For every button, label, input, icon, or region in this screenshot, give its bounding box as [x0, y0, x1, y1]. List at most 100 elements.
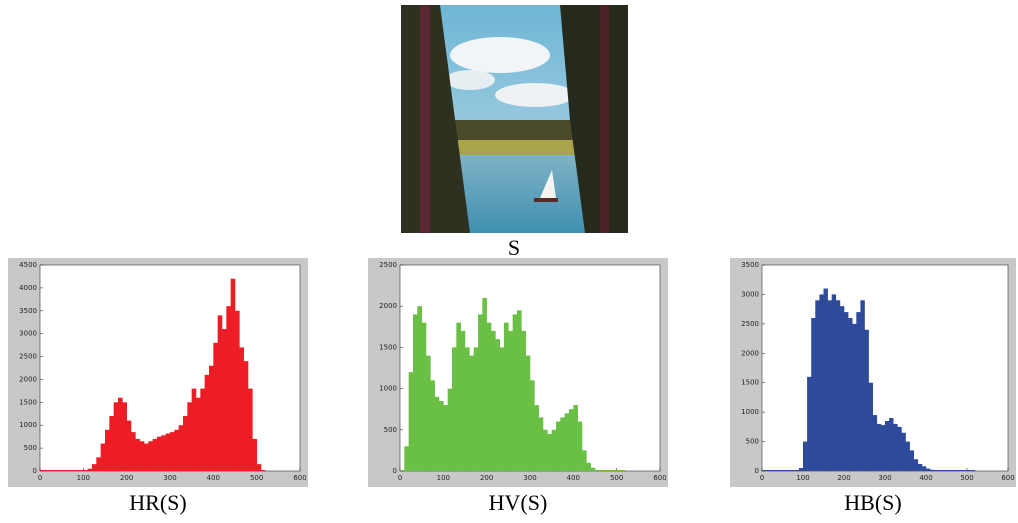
histogram-bar — [174, 429, 179, 471]
chart-caption: HR(S) — [129, 490, 186, 515]
y-tick-label: 2000 — [741, 349, 759, 357]
histogram-bar — [209, 365, 214, 471]
histogram-bar — [538, 417, 544, 471]
histogram-bar — [573, 405, 578, 471]
histogram-bar — [811, 317, 816, 471]
x-tick-label: 0 — [398, 474, 402, 482]
histogram-bar — [113, 402, 119, 471]
histogram-bar — [897, 426, 902, 471]
histogram-bar — [131, 432, 136, 471]
histogram-bar — [248, 388, 253, 471]
histogram-bar — [868, 382, 873, 471]
y-tick-label: 500 — [384, 426, 397, 434]
histogram-bar — [222, 329, 227, 471]
histogram-bar — [586, 462, 591, 471]
histogram-bar — [144, 443, 149, 471]
y-tick-label: 3500 — [19, 307, 37, 315]
x-tick-label: 500 — [960, 474, 973, 482]
histogram-bar — [447, 388, 453, 471]
y-tick-label: 500 — [24, 444, 37, 452]
histogram-bar — [495, 339, 500, 471]
histogram-bar — [577, 421, 583, 471]
histogram-bar — [852, 323, 857, 471]
histogram-bar — [83, 470, 88, 471]
histogram-bar — [443, 405, 448, 471]
x-tick-label: 100 — [77, 474, 90, 482]
x-tick-label: 300 — [878, 474, 891, 482]
histogram-bar — [196, 397, 201, 471]
histogram-panel: 0 500 1000 1500 2000 2500 0 100 200 300 400 500 600 H… — [368, 258, 668, 515]
histogram-bar — [109, 416, 114, 471]
histogram-bar — [901, 432, 906, 471]
histogram-bar — [165, 433, 171, 471]
histogram-bar — [478, 314, 483, 471]
histogram-bar — [864, 329, 869, 471]
y-tick-label: 500 — [746, 438, 759, 446]
histogram-bar — [798, 468, 804, 471]
histogram-bar — [560, 417, 565, 471]
histogram-bar — [126, 420, 132, 471]
x-tick-label: 200 — [480, 474, 493, 482]
histogram-bar — [521, 330, 526, 471]
histogram-bar — [508, 330, 513, 471]
histogram-bar — [191, 388, 197, 471]
histogram-bar — [582, 450, 587, 471]
histogram-panel: 0 500 1000 1500 2000 2500 3000 3500 0 100 200 300 40… — [730, 258, 1016, 515]
histogram-bar — [827, 300, 832, 471]
histogram-bar — [430, 380, 435, 471]
x-tick-label: 500 — [250, 474, 263, 482]
histogram-bar — [934, 470, 939, 471]
histogram-bar — [913, 459, 919, 471]
x-tick-label: 300 — [163, 474, 176, 482]
histogram-bar — [564, 413, 570, 471]
x-tick-label: 0 — [760, 474, 764, 482]
histogram-bar — [547, 433, 552, 471]
histogram-bar — [426, 355, 431, 471]
histogram-bar — [226, 306, 231, 471]
histogram-bar — [823, 288, 828, 471]
histogram-bar — [569, 409, 574, 471]
histogram-bar — [148, 441, 153, 471]
histogram-bar — [889, 418, 894, 471]
histogram-bar — [473, 347, 479, 471]
photo — [401, 5, 628, 233]
histogram-panel: 0 500 1000 1500 2000 2500 3000 3500 4000 4500 0 100… — [8, 258, 308, 515]
histogram-bar — [204, 374, 210, 471]
histogram-bar — [100, 443, 106, 471]
x-tick-label: 0 — [38, 474, 42, 482]
histogram-bar — [230, 278, 236, 471]
histogram-bar — [556, 421, 561, 471]
histogram-bar — [885, 420, 890, 471]
histogram-bar — [235, 310, 240, 471]
histogram-bar — [835, 300, 841, 471]
histogram-bar — [930, 469, 935, 471]
histogram-bar — [178, 425, 184, 471]
histogram-bar — [819, 294, 824, 471]
histogram-bar — [803, 441, 808, 471]
x-tick-label: 200 — [837, 474, 850, 482]
histogram-bar — [590, 467, 596, 471]
histogram-bar — [469, 355, 474, 471]
histogram-bar — [460, 330, 466, 471]
histogram-bar — [452, 347, 457, 471]
histogram-bar — [217, 315, 223, 471]
histogram-bar — [909, 450, 914, 471]
histogram-bar — [876, 423, 882, 471]
y-tick-label: 2500 — [379, 261, 397, 269]
y-tick-label: 2000 — [19, 375, 37, 383]
histogram-bar — [525, 355, 531, 471]
histogram-bar — [856, 312, 861, 471]
histogram-bar — [118, 397, 123, 471]
histogram-bar — [122, 402, 127, 471]
histogram-bar — [439, 400, 444, 471]
y-tick-label: 2500 — [19, 353, 37, 361]
histogram-bar — [499, 347, 505, 471]
histogram-bar — [512, 314, 518, 471]
histogram-bar — [96, 457, 101, 471]
histogram-bar — [917, 463, 923, 471]
histogram-bar — [434, 396, 440, 471]
histogram-bar — [105, 429, 110, 471]
histogram-bar — [87, 468, 93, 471]
y-tick-label: 1000 — [19, 421, 37, 429]
